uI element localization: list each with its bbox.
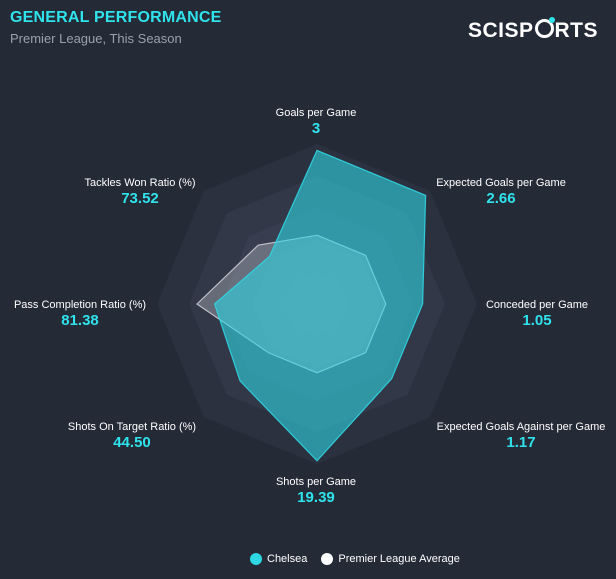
axis-label-expected-goals-per-game: Expected Goals per Game xyxy=(436,177,566,189)
axis-value-expected-goals-against-per-game: 1.17 xyxy=(506,434,535,451)
legend-item-chelsea[interactable]: Chelsea xyxy=(250,553,307,565)
series-chelsea-area xyxy=(213,149,427,462)
axis-value-shots-per-game: 19.39 xyxy=(297,489,335,506)
axis-value-shots-on-target-ratio: 44.50 xyxy=(113,434,151,451)
brand-logo-o-icon xyxy=(534,17,555,38)
legend-label-league-average: Premier League Average xyxy=(338,553,460,565)
legend-swatch-chelsea xyxy=(250,553,262,565)
axis-value-expected-goals-per-game: 2.66 xyxy=(486,190,515,207)
legend: Chelsea Premier League Average xyxy=(250,553,474,565)
axis-label-conceded-per-game: Conceded per Game xyxy=(486,299,588,311)
axis-label-shots-on-target-ratio: Shots On Target Ratio (%) xyxy=(68,421,196,433)
brand-logo: SCISP RTS xyxy=(467,17,598,42)
axis-value-conceded-per-game: 1.05 xyxy=(522,312,551,329)
legend-label-chelsea: Chelsea xyxy=(267,553,308,565)
legend-swatch-league-average xyxy=(321,553,334,565)
chart-subtitle: Premier League, This Season xyxy=(10,31,182,46)
axis-label-shots-per-game: Shots per Game xyxy=(276,476,356,488)
axis-label-pass-completion-ratio: Pass Completion Ratio (%) xyxy=(14,299,146,311)
axis-label-goals-per-game: Goals per Game xyxy=(276,107,357,119)
axis-label-expected-goals-against-per-game: Expected Goals Against per Game xyxy=(437,421,606,433)
axis-label-tackles-won-ratio: Tackles Won Ratio (%) xyxy=(84,177,195,189)
axis-value-tackles-won-ratio: 73.52 xyxy=(121,190,159,207)
chart-title: GENERAL PERFORMANCE xyxy=(10,9,222,26)
axis-value-pass-completion-ratio: 81.38 xyxy=(61,312,99,329)
legend-item-league-average[interactable]: Premier League Average xyxy=(321,553,460,565)
axis-value-goals-per-game: 3 xyxy=(312,120,320,137)
